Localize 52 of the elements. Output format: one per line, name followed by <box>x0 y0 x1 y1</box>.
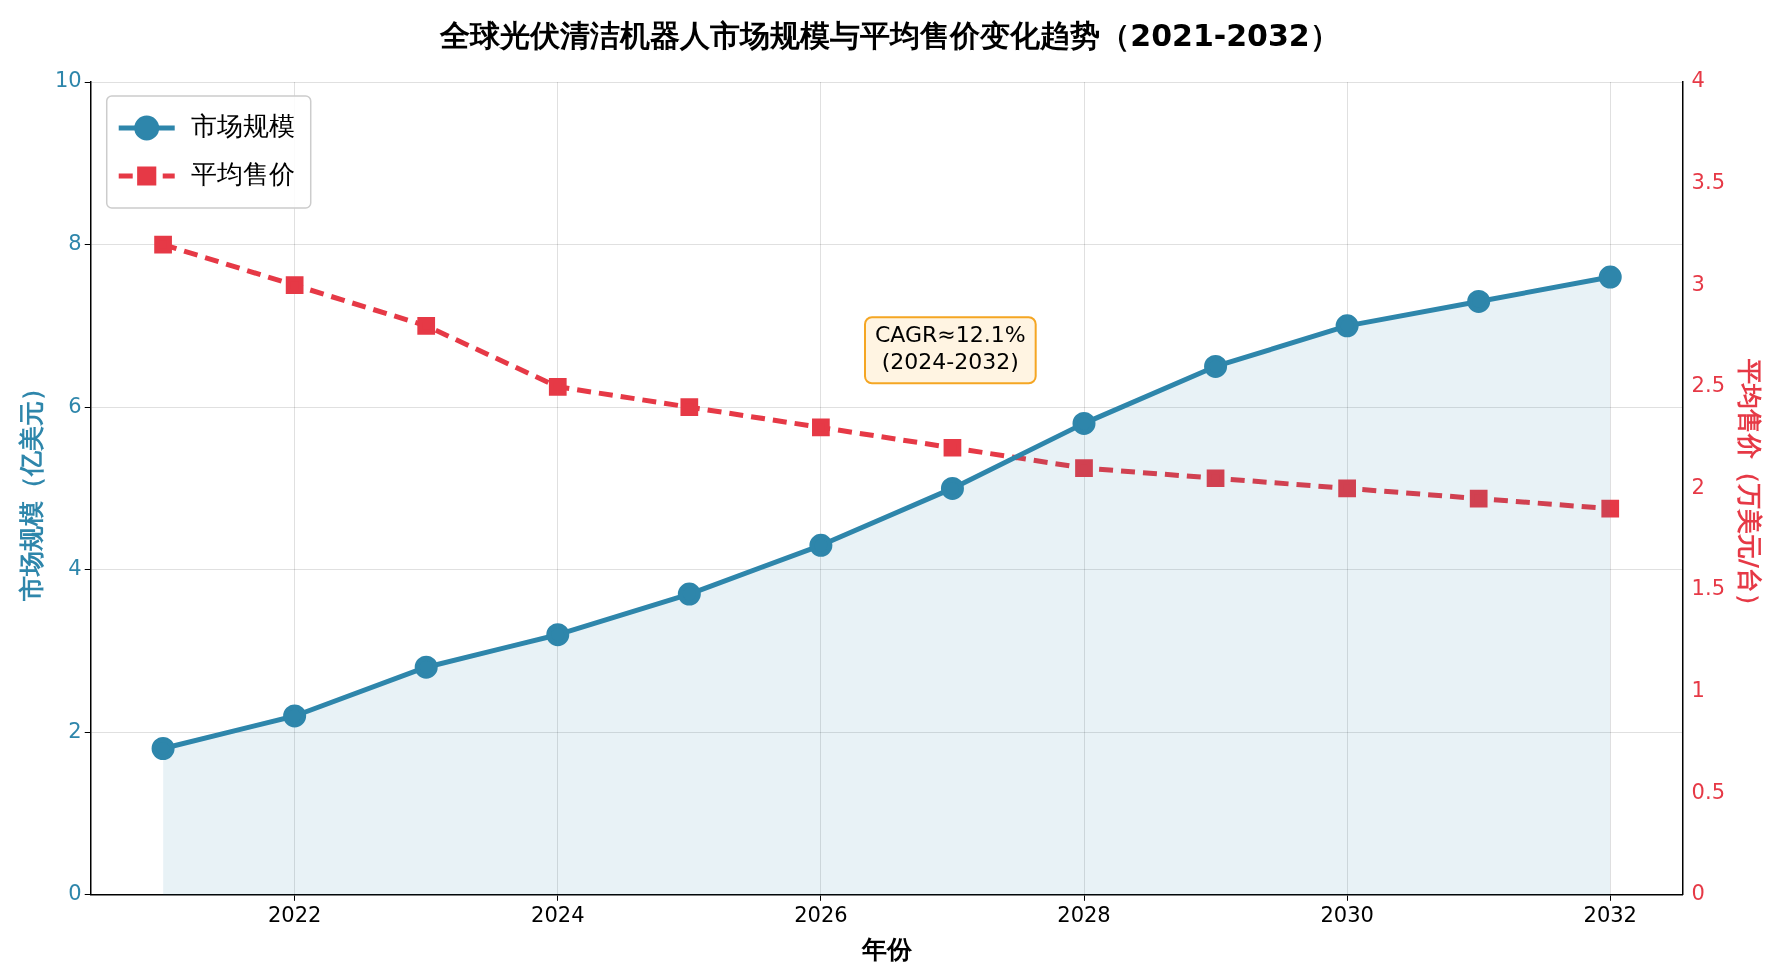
y2-tick-label: 4 <box>1691 68 1705 93</box>
point <box>546 623 570 647</box>
point <box>154 235 172 254</box>
x-tick-label: 2032 <box>1583 902 1637 927</box>
y2-tick-label: 2.5 <box>1691 373 1726 398</box>
point <box>1204 354 1228 378</box>
point <box>1072 411 1096 435</box>
chart-title: 全球光伏清洁机器人市场规模与平均售价变化趋势（2021-2032） <box>439 17 1340 53</box>
y-tick-label: 10 <box>54 68 82 93</box>
point <box>809 533 833 557</box>
legend-label: 平均售价 <box>190 158 295 189</box>
y2-tick-label: 2 <box>1691 474 1705 499</box>
point <box>285 276 304 295</box>
point <box>812 418 830 437</box>
y-axis-title: 市场规模（亿美元） <box>16 375 46 602</box>
point <box>943 438 962 457</box>
point <box>1206 469 1225 488</box>
y-tick-label: 0 <box>68 881 82 906</box>
x-tick-label: 2028 <box>1057 902 1111 927</box>
x-axis-title: 年份 <box>860 934 913 964</box>
legend-label: 市场规模 <box>190 110 295 141</box>
x-tick-label: 2022 <box>267 902 322 927</box>
point <box>1469 489 1488 508</box>
y2-tick-label: 1 <box>1691 678 1705 703</box>
point <box>940 476 964 500</box>
y2-tick-label: 1.5 <box>1691 576 1726 601</box>
point <box>548 377 567 396</box>
y2-tick-label: 3.5 <box>1691 170 1726 195</box>
point <box>677 582 701 606</box>
point <box>1598 265 1622 289</box>
y-tick-label: 4 <box>68 556 82 581</box>
x-tick-label: 2026 <box>794 902 848 927</box>
y2-tick-label: 0.5 <box>1691 779 1726 804</box>
y-tick-label: 2 <box>68 718 82 743</box>
y-tick-label: 8 <box>68 231 82 256</box>
point <box>414 655 438 679</box>
point <box>1467 289 1491 313</box>
point <box>283 704 307 728</box>
point <box>1075 459 1093 477</box>
y2-tick-label: 3 <box>1691 271 1705 296</box>
y2-axis-title: 平均售价（万美元/台） <box>1734 357 1764 618</box>
point <box>680 398 699 416</box>
point <box>417 316 436 335</box>
point <box>151 737 175 760</box>
annotation: CAGR≈12.1% (2024-2032) <box>874 322 1026 375</box>
point <box>1335 314 1359 338</box>
x-tick-label: 2030 <box>1320 902 1374 927</box>
x-tick-label: 2024 <box>531 902 585 927</box>
point <box>1601 499 1620 518</box>
y2-tick-label: 0 <box>1691 881 1705 906</box>
point <box>1338 479 1356 498</box>
y-tick-label: 6 <box>68 393 82 418</box>
